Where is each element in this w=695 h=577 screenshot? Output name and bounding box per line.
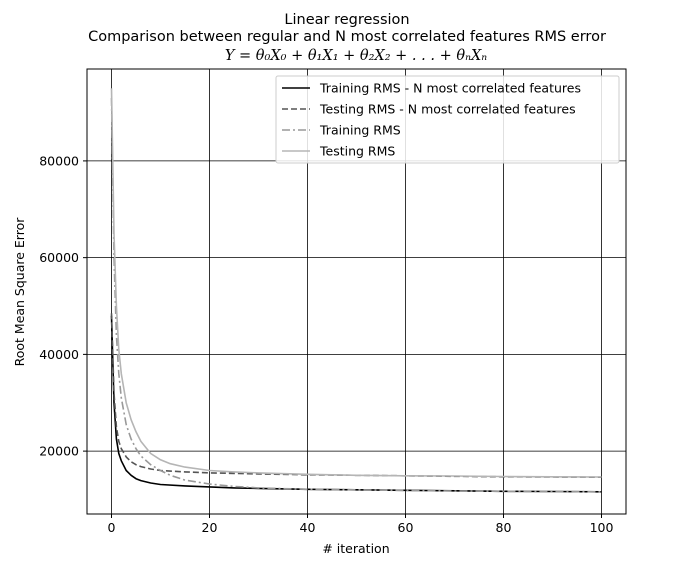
chart-subtitle: Comparison between regular and N most co…: [88, 29, 606, 45]
y-axis-label: Root Mean Square Error: [12, 217, 27, 367]
chart-title: Linear regression: [284, 12, 409, 28]
legend-entry-label: Training RMS: [319, 123, 401, 138]
x-tick-label: 60: [398, 520, 414, 535]
x-tick-label: 80: [496, 520, 512, 535]
y-tick-label: 40000: [39, 347, 79, 362]
x-tick-label: 0: [108, 520, 116, 535]
legend-box: [275, 75, 620, 164]
legend: Training RMS - N most correlated feature…: [275, 75, 620, 164]
x-axis-ticks: 0 20 40 60 80 100: [108, 514, 614, 535]
legend-entry-label: Testing RMS - N most correlated features: [319, 102, 576, 117]
x-axis-label: # iteration: [322, 541, 389, 556]
legend-entry-label: Testing RMS: [319, 144, 395, 159]
series-line: [110, 97, 602, 493]
series-lines: [110, 88, 602, 493]
x-tick-label: 40: [300, 520, 316, 535]
plot-area-frame: [86, 68, 627, 515]
series-line: [110, 315, 602, 493]
series-line: [110, 313, 602, 479]
x-tick-label: 100: [590, 520, 614, 535]
series-line: [110, 88, 602, 478]
y-tick-label: 20000: [39, 444, 79, 459]
x-tick-label: 20: [202, 520, 218, 535]
chart-equation: Y = θ₀X₀ + θ₁X₁ + θ₂X₂ + . . . + θₙXₙ: [225, 48, 487, 64]
legend-entry-label: Training RMS - N most correlated feature…: [319, 81, 581, 96]
y-tick-label: 60000: [39, 250, 79, 265]
y-tick-label: 80000: [39, 153, 79, 168]
y-axis-ticks: 20000 40000 60000 80000: [39, 153, 87, 459]
